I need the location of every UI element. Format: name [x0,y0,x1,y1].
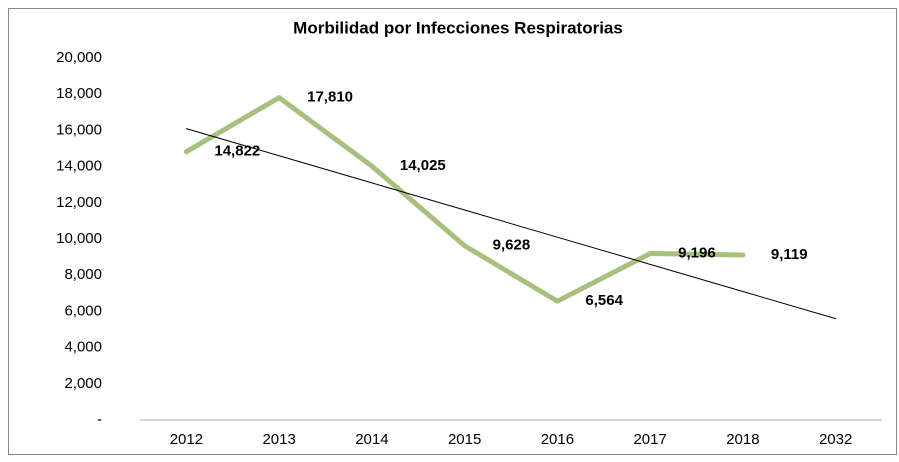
data-label: 17,810 [307,89,353,106]
y-tick-label: - [97,411,102,428]
x-tick-label: 2013 [262,431,295,448]
data-line [183,95,746,304]
y-tick-label: 12,000 [56,194,102,211]
y-tick-label: 14,000 [56,158,102,175]
y-tick-label: 6,000 [64,302,102,319]
x-tick-label: 2018 [726,431,759,448]
x-tick-label: 2015 [448,431,481,448]
y-tick-label: 18,000 [56,85,102,102]
x-tick-label: 2012 [170,431,203,448]
y-tick-label: 8,000 [64,266,102,283]
data-label: 6,564 [585,292,623,309]
x-tick-label: 2017 [633,431,666,448]
x-tick-label: 2032 [819,431,852,448]
x-tick-label: 2014 [355,431,388,448]
chart-frame [8,8,897,455]
trend-line [185,128,837,320]
y-tick-label: 2,000 [64,375,102,392]
data-label: 9,628 [493,237,531,254]
data-label: 9,196 [678,245,716,262]
y-tick-label: 10,000 [56,230,102,247]
data-label: 9,119 [771,246,808,263]
y-tick-label: 16,000 [56,121,102,138]
chart-title: Morbilidad por Infecciones Respiratorias [293,18,623,37]
data-label: 14,822 [214,143,260,160]
x-tick-label: 2016 [541,431,574,448]
y-tick-label: 20,000 [56,49,102,66]
data-label: 14,025 [400,157,446,174]
y-tick-label: 4,000 [64,339,102,356]
